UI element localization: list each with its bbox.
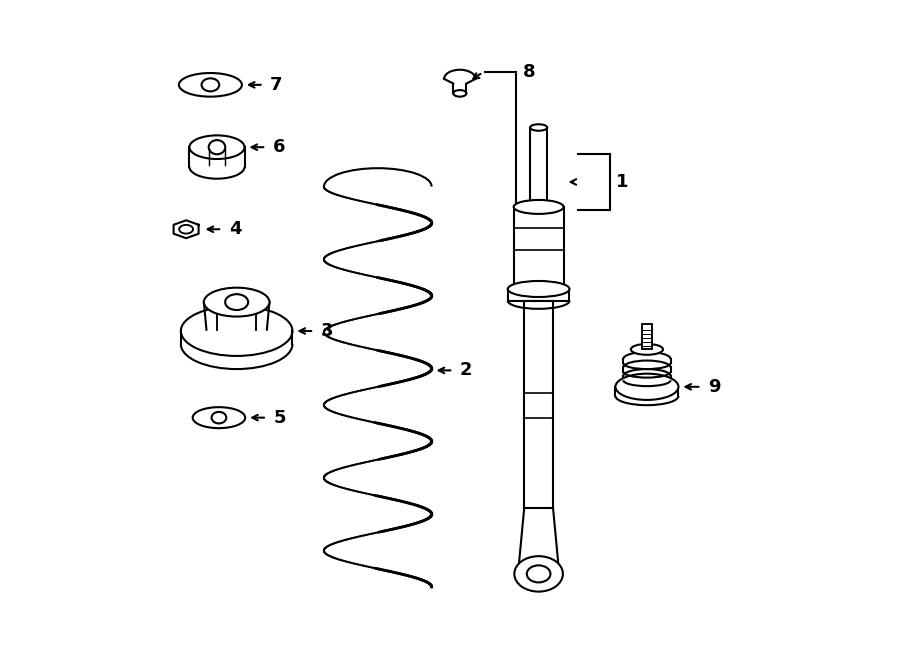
Ellipse shape (202, 78, 220, 91)
Text: 6: 6 (273, 138, 285, 156)
Ellipse shape (616, 373, 679, 400)
Ellipse shape (181, 306, 292, 356)
FancyBboxPatch shape (508, 289, 570, 301)
Ellipse shape (225, 294, 248, 310)
Ellipse shape (631, 344, 663, 355)
Ellipse shape (179, 73, 242, 97)
FancyBboxPatch shape (530, 128, 547, 210)
Ellipse shape (189, 136, 245, 159)
Text: 8: 8 (523, 64, 536, 81)
Text: 5: 5 (274, 408, 286, 426)
Ellipse shape (179, 225, 193, 234)
Ellipse shape (526, 565, 551, 583)
Text: 2: 2 (460, 361, 473, 379)
Text: 3: 3 (320, 322, 333, 340)
Ellipse shape (209, 140, 225, 154)
Text: 7: 7 (270, 76, 283, 94)
FancyBboxPatch shape (524, 301, 554, 508)
Ellipse shape (212, 412, 226, 424)
Ellipse shape (203, 288, 269, 316)
Text: 9: 9 (708, 378, 721, 396)
Ellipse shape (193, 407, 245, 428)
Polygon shape (174, 220, 199, 238)
Text: 1: 1 (616, 173, 628, 191)
Ellipse shape (514, 556, 562, 592)
FancyBboxPatch shape (642, 324, 652, 350)
Text: 4: 4 (229, 220, 241, 238)
Ellipse shape (530, 124, 547, 131)
Ellipse shape (508, 281, 570, 297)
FancyBboxPatch shape (514, 207, 563, 289)
Ellipse shape (514, 200, 563, 214)
Ellipse shape (454, 90, 466, 97)
